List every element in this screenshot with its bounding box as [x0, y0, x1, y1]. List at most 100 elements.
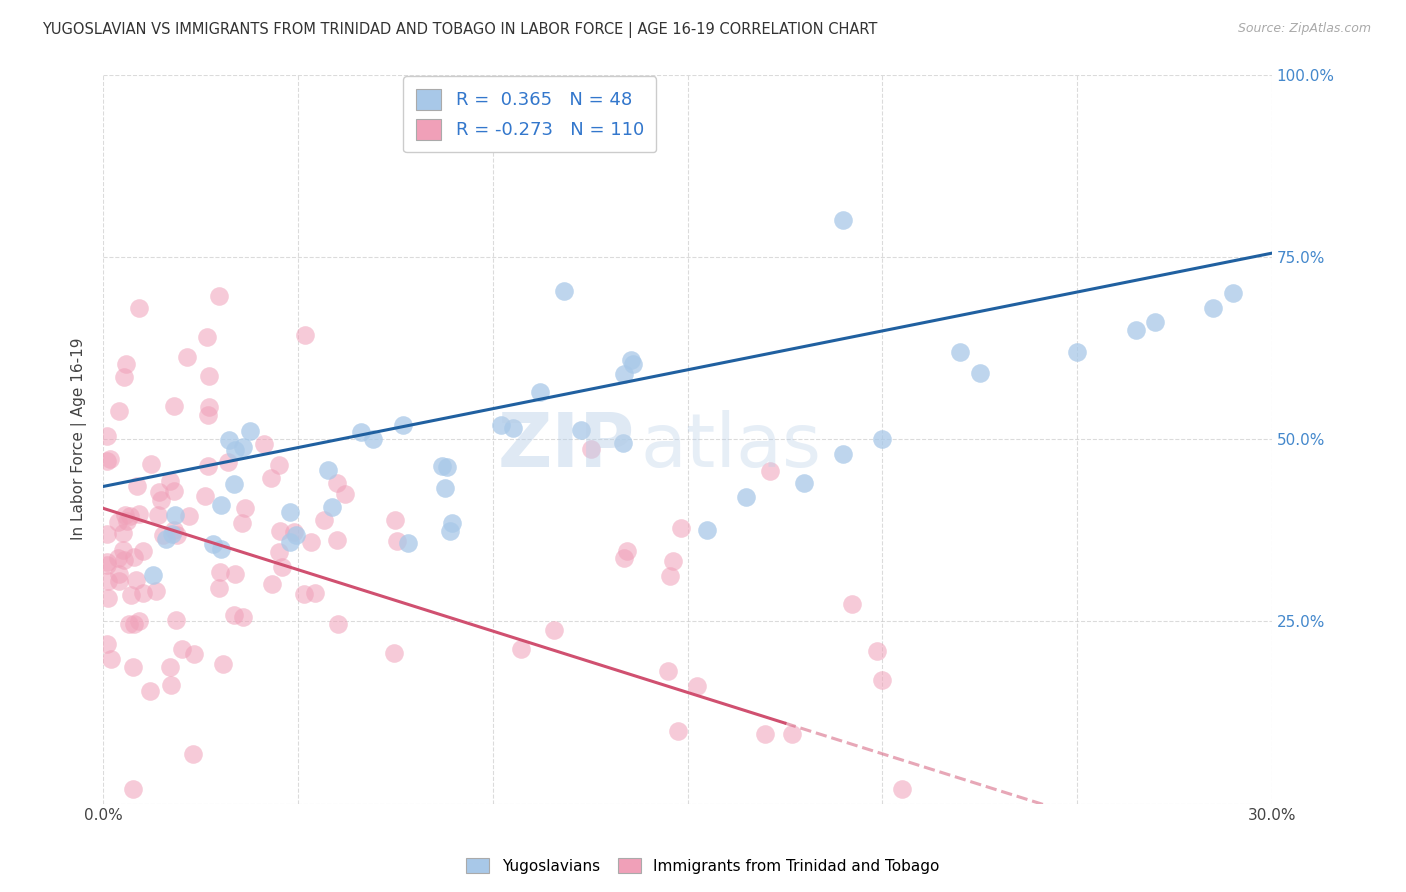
Point: [780, 727, 803, 741]
Point: [114, 357, 136, 371]
Point: [181, 747, 204, 761]
Point: [314, 513, 336, 527]
Point: [108, 574, 131, 588]
Legend: Yugoslavians, Immigrants from Trinidad and Tobago: Yugoslavians, Immigrants from Trinidad a…: [460, 852, 946, 880]
Point: [197, 408, 219, 422]
Point: [696, 523, 718, 537]
Point: [735, 491, 758, 505]
Point: [385, 533, 408, 548]
Point: [1144, 315, 1167, 329]
Point: [489, 417, 512, 432]
Point: [195, 330, 218, 344]
Text: Source: ZipAtlas.com: Source: ZipAtlas.com: [1237, 22, 1371, 36]
Point: [179, 509, 201, 524]
Point: [613, 367, 636, 381]
Point: [569, 423, 592, 437]
Point: [231, 516, 253, 530]
Point: [285, 527, 308, 541]
Point: [224, 566, 246, 581]
Point: [396, 536, 419, 550]
Point: [194, 489, 217, 503]
Point: [120, 509, 142, 524]
Point: [107, 515, 129, 529]
Point: [108, 566, 131, 581]
Point: [107, 551, 129, 566]
Point: [278, 535, 301, 549]
Point: [163, 399, 186, 413]
Point: [793, 475, 815, 490]
Point: [122, 660, 145, 674]
Point: [662, 554, 685, 568]
Point: [114, 508, 136, 523]
Point: [145, 584, 167, 599]
Point: [115, 515, 138, 529]
Point: [361, 432, 384, 446]
Point: [253, 436, 276, 450]
Point: [120, 588, 142, 602]
Point: [299, 534, 322, 549]
Point: [436, 459, 458, 474]
Point: [391, 417, 413, 432]
Point: [872, 673, 894, 688]
Point: [232, 441, 254, 455]
Point: [1066, 344, 1088, 359]
Point: [384, 513, 406, 527]
Point: [209, 499, 232, 513]
Point: [111, 525, 134, 540]
Point: [502, 421, 524, 435]
Point: [1125, 323, 1147, 337]
Point: [969, 367, 991, 381]
Point: [328, 617, 350, 632]
Point: [278, 505, 301, 519]
Point: [304, 586, 326, 600]
Point: [269, 545, 291, 559]
Point: [671, 521, 693, 535]
Point: [166, 528, 188, 542]
Point: [163, 523, 186, 537]
Point: [125, 573, 148, 587]
Point: [159, 677, 181, 691]
Point: [890, 782, 912, 797]
Text: ZIP: ZIP: [498, 409, 636, 483]
Point: [128, 507, 150, 521]
Point: [122, 549, 145, 564]
Point: [529, 385, 551, 400]
Point: [259, 471, 281, 485]
Point: [165, 508, 187, 522]
Point: [97, 574, 120, 588]
Point: [128, 614, 150, 628]
Point: [553, 285, 575, 299]
Point: [232, 610, 254, 624]
Point: [160, 526, 183, 541]
Point: [326, 533, 349, 547]
Point: [183, 647, 205, 661]
Point: [198, 400, 221, 414]
Point: [333, 486, 356, 500]
Point: [439, 524, 461, 539]
Point: [159, 474, 181, 488]
Point: [283, 525, 305, 540]
Point: [269, 524, 291, 538]
Point: [122, 782, 145, 797]
Point: [659, 569, 682, 583]
Point: [224, 476, 246, 491]
Point: [657, 664, 679, 678]
Point: [96, 637, 118, 651]
Y-axis label: In Labor Force | Age 16-19: In Labor Force | Age 16-19: [72, 338, 87, 541]
Legend: R =  0.365   N = 48, R = -0.273   N = 110: R = 0.365 N = 48, R = -0.273 N = 110: [404, 76, 657, 153]
Point: [1202, 301, 1225, 315]
Point: [321, 500, 343, 515]
Point: [621, 357, 644, 371]
Point: [131, 543, 153, 558]
Point: [208, 289, 231, 303]
Point: [441, 516, 464, 530]
Point: [198, 368, 221, 383]
Point: [112, 370, 135, 384]
Point: [117, 616, 139, 631]
Point: [224, 442, 246, 457]
Point: [866, 643, 889, 657]
Point: [146, 508, 169, 522]
Point: [612, 436, 634, 450]
Point: [124, 616, 146, 631]
Point: [872, 432, 894, 446]
